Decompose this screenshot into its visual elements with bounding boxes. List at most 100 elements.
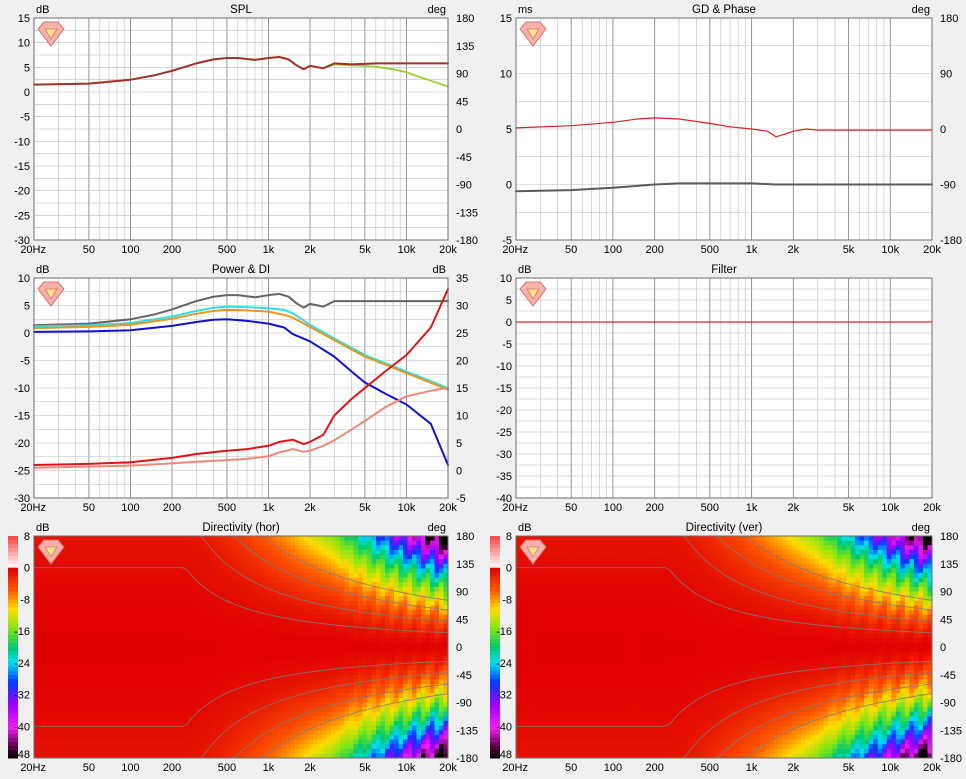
heatmap-cell bbox=[250, 730, 255, 736]
y2-tick-label: -90 bbox=[456, 698, 472, 710]
heatmap-cell bbox=[304, 730, 309, 736]
heatmap-cell bbox=[525, 725, 530, 731]
heatmap-cell bbox=[358, 684, 363, 690]
heatmap-cell bbox=[434, 563, 440, 569]
heatmap-cell bbox=[385, 725, 390, 731]
heatmap-cell bbox=[317, 623, 323, 629]
heatmap-cell bbox=[151, 674, 156, 680]
heatmap-cell bbox=[128, 679, 134, 685]
heatmap-cell bbox=[317, 670, 323, 676]
heatmap-cell bbox=[79, 600, 84, 606]
heatmap-cell bbox=[344, 693, 350, 699]
heatmap-cell bbox=[169, 670, 174, 676]
heatmap-cell bbox=[106, 563, 111, 569]
heatmap-cell bbox=[70, 734, 75, 740]
heatmap-cell bbox=[380, 665, 386, 671]
heatmap-cell bbox=[214, 725, 219, 731]
heatmap-cell bbox=[525, 647, 530, 653]
heatmap-cell bbox=[101, 559, 107, 565]
heatmap-cell bbox=[259, 739, 264, 745]
heatmap-cell bbox=[214, 721, 219, 727]
heatmap-cell bbox=[286, 753, 291, 759]
heatmap-cell bbox=[119, 619, 125, 625]
heatmap-cell bbox=[335, 716, 341, 722]
heatmap-cell bbox=[281, 582, 287, 588]
heatmap-cell bbox=[389, 651, 395, 657]
heatmap-cell bbox=[47, 573, 53, 579]
heatmap-cell bbox=[83, 647, 89, 653]
heatmap-cell bbox=[425, 573, 431, 579]
heatmap-cell bbox=[421, 614, 426, 620]
heatmap-cell bbox=[268, 730, 273, 736]
heatmap-cell bbox=[403, 647, 408, 653]
colorbar-cell bbox=[8, 750, 18, 755]
heatmap-cell bbox=[358, 633, 363, 639]
heatmap-cell bbox=[79, 554, 84, 560]
heatmap-cell bbox=[286, 642, 291, 648]
heatmap-cell bbox=[151, 721, 156, 727]
heatmap-cell bbox=[380, 734, 386, 740]
heatmap-cell bbox=[353, 596, 359, 602]
heatmap-cell bbox=[389, 633, 395, 639]
heatmap-cell bbox=[214, 684, 219, 690]
heatmap-cell bbox=[187, 739, 192, 745]
heatmap-cell bbox=[263, 637, 269, 643]
heatmap-cell bbox=[106, 721, 111, 727]
heatmap-cell bbox=[308, 596, 314, 602]
heatmap-cell bbox=[137, 753, 143, 759]
heatmap-cell bbox=[43, 656, 48, 662]
heatmap-cell bbox=[178, 748, 183, 754]
heatmap-cell bbox=[308, 605, 314, 611]
heatmap-cell bbox=[146, 697, 152, 703]
heatmap-cell bbox=[79, 697, 84, 703]
heatmap-cell bbox=[326, 623, 332, 629]
heatmap-cell bbox=[272, 730, 278, 736]
y2-tick-label: 5 bbox=[456, 438, 462, 450]
colorbar-cell bbox=[8, 702, 18, 707]
heatmap-cell bbox=[290, 623, 296, 629]
heatmap-cell bbox=[263, 716, 269, 722]
heatmap-cell bbox=[155, 753, 161, 759]
heatmap-cell bbox=[326, 716, 332, 722]
heatmap-cell bbox=[169, 665, 174, 671]
heatmap-cell bbox=[119, 600, 125, 606]
heatmap-cell bbox=[34, 651, 39, 657]
heatmap-cell bbox=[322, 670, 327, 676]
heatmap-cell bbox=[169, 647, 174, 653]
heatmap-cell bbox=[191, 536, 197, 542]
heatmap-cell bbox=[376, 577, 381, 583]
heatmap-cell bbox=[74, 665, 80, 671]
heatmap-cell bbox=[340, 660, 345, 666]
heatmap-cell bbox=[115, 600, 120, 606]
heatmap-cell bbox=[430, 540, 435, 546]
heatmap-cell bbox=[133, 591, 138, 597]
heatmap-cell bbox=[407, 739, 413, 745]
heatmap-cell bbox=[88, 586, 93, 592]
heatmap-cell bbox=[344, 688, 350, 694]
heatmap-cell bbox=[358, 573, 363, 579]
colorbar-cell bbox=[8, 643, 18, 648]
heatmap-cell bbox=[295, 577, 300, 583]
logo-icon-inner bbox=[526, 288, 540, 300]
heatmap-cell bbox=[394, 596, 399, 602]
heatmap-cell bbox=[88, 697, 93, 703]
heatmap-cell bbox=[290, 540, 296, 546]
heatmap-cell bbox=[34, 559, 39, 565]
heatmap-cell bbox=[106, 730, 111, 736]
heatmap-cell bbox=[106, 716, 111, 722]
heatmap-cell bbox=[299, 725, 305, 731]
heatmap-cell bbox=[191, 642, 197, 648]
heatmap-cell bbox=[326, 697, 332, 703]
heatmap-cell bbox=[362, 739, 368, 745]
heatmap-cell bbox=[38, 656, 44, 662]
heatmap-cell bbox=[196, 633, 201, 639]
heatmap-cell bbox=[214, 674, 219, 680]
heatmap-cell bbox=[245, 744, 251, 750]
heatmap-cell bbox=[439, 660, 444, 666]
heatmap-cell bbox=[146, 660, 152, 666]
heatmap-cell bbox=[70, 563, 75, 569]
heatmap-cell bbox=[313, 665, 318, 671]
heatmap-cell bbox=[106, 707, 111, 713]
heatmap-cell bbox=[79, 586, 84, 592]
heatmap-cell bbox=[232, 545, 237, 551]
